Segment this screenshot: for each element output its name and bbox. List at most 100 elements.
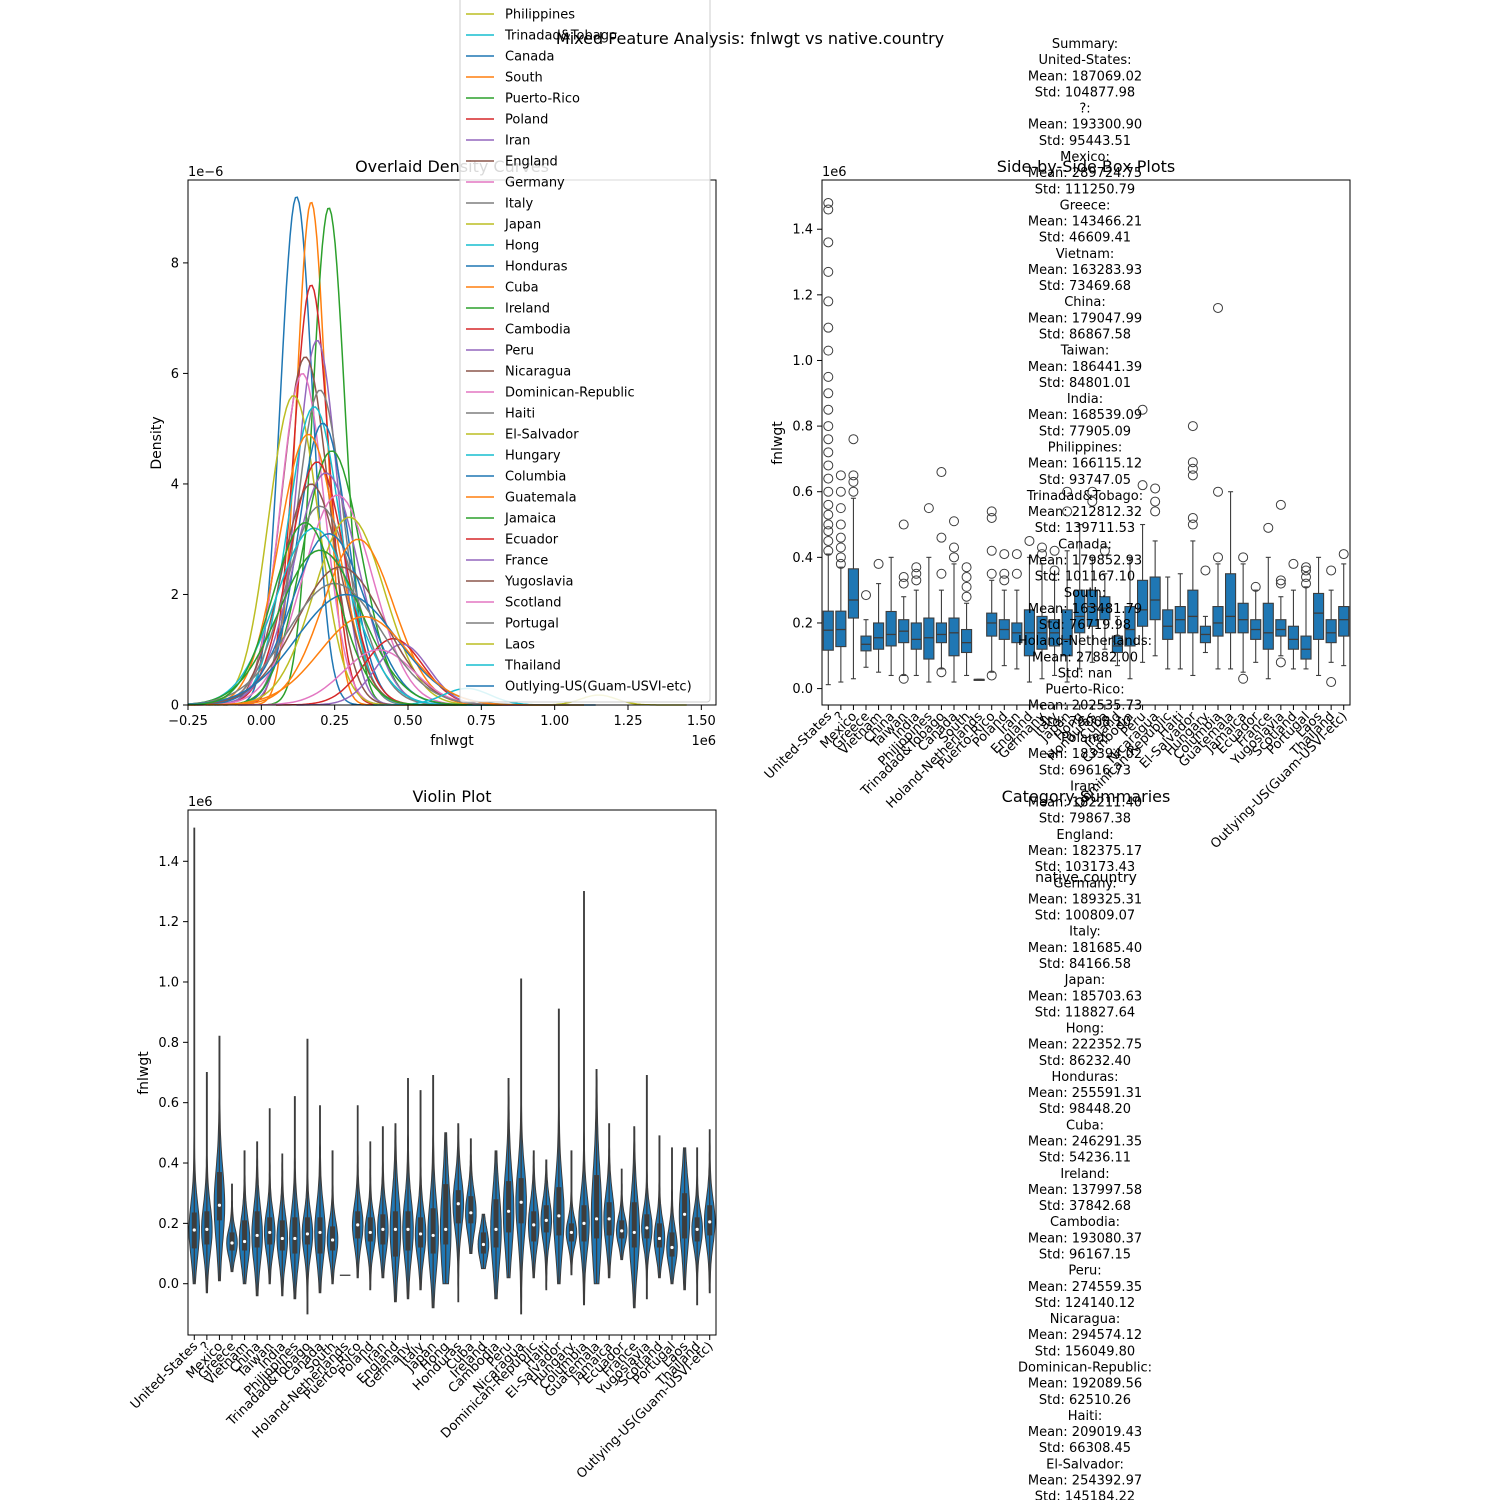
box-outlier [898,572,909,583]
summary-line: Mean: 193300.90 [1028,118,1142,133]
density-ylabel: Density [149,416,165,469]
box-outlier [823,404,834,415]
x-tick-label: 1.25 [614,714,643,729]
box-outlier [986,512,997,523]
box [935,622,948,644]
summary-line: Mean: 182211.40 [1028,796,1142,811]
violin-iqr [493,1199,499,1248]
legend-label: Nicaragua [505,365,571,380]
density-x-offset: 1e6 [691,734,716,749]
summary-line: Std: 62510.26 [1039,1393,1131,1408]
box-outlier [823,526,834,537]
violin-median [481,1242,486,1247]
box-outlier [949,542,959,553]
box-outlier [961,572,972,583]
legend-box [459,0,711,703]
box-outlier [848,476,859,487]
x-tick-label: 0.00 [247,714,276,729]
box-outlier [1011,549,1022,560]
box-outlier [1238,552,1249,563]
violin-iqr [656,1223,662,1248]
summary-line: Std: 100809.07 [1035,909,1135,924]
box-outlier [835,532,846,543]
density-curve [252,201,385,706]
summary-line: Holand-Netherlands: [1018,634,1152,649]
box-outlier [999,549,1010,560]
box [1187,589,1199,634]
violin-median [217,1203,222,1207]
box [1224,573,1237,634]
box-outlier [1187,463,1198,474]
box-outlier [823,499,834,510]
legend-label: Trinadad&Tobago [504,29,617,44]
summary-line: Canada: [1058,537,1112,552]
summary-line: Mean: 27882.00 [1032,650,1138,665]
violin-marks [188,827,716,1315]
legend-label: Laos [505,638,535,653]
summary-line: Philippines: [1048,441,1122,456]
box [1325,619,1337,644]
box-outlier [1150,483,1161,494]
box [1300,635,1312,660]
box-outlier [835,558,846,569]
box-outlier [823,486,834,497]
summary-line: Std: 46609.41 [1039,231,1131,246]
box-outlier [1137,404,1148,415]
summary-line: Iran: [1070,779,1100,794]
legend-label: Puerto-Rico [505,92,580,107]
box-outlier [823,509,834,520]
summary-line: Mean: 183394.02 [1028,747,1142,762]
summary-line: Std: nan [1058,666,1113,681]
summary-line: Std: 54236.11 [1039,1151,1131,1166]
box-outlier [1187,519,1198,530]
box [1136,579,1149,627]
summary-line: Mean: 222352.75 [1028,1038,1142,1053]
box-outlier [823,197,834,208]
y-tick-label: 0.2 [158,1217,179,1232]
box-outlier [1213,486,1223,497]
box-outlier [1049,565,1060,576]
density-axes-frame [187,179,717,706]
legend-label: Columbia [505,470,566,485]
box-outlier [823,296,834,307]
y-tick-label: 1.0 [792,354,813,369]
summary-line: Std: 103173.43 [1035,860,1135,875]
y-tick-label: 1.4 [158,855,179,870]
box-outlier [823,371,834,382]
violin-iqr [443,1184,449,1245]
box-outlier [1037,549,1047,560]
box-outlier [1062,486,1073,497]
summary-line: Std: 76008.10 [1039,715,1131,730]
violin-median [242,1239,247,1244]
summary-line: Nicaragua: [1050,1312,1121,1327]
violin-ylabel: fnlwgt [136,1051,152,1095]
legend-label: Outlying-US(Guam-USVI-etc) [505,680,692,695]
box-outlier [1238,673,1249,684]
violin-median [230,1241,234,1245]
violin-median [506,1209,511,1213]
summary-line: Std: 96167.15 [1039,1248,1131,1263]
box-outlier [835,542,846,553]
violin-median [393,1227,398,1231]
legend-label: Cuba [505,281,539,296]
summary-line: Italy: [1069,925,1101,940]
density-ticks: −0.25 0.00 0.25 0.50 0.75 1.00 1.25 1.50 0 2 4 6 8 [168,256,716,729]
violin-y-offset: 1e6 [188,795,213,810]
box [1086,589,1098,627]
y-tick-label: 0.8 [158,1036,179,1051]
box [1237,602,1249,634]
x-tick-label: 0.50 [394,714,423,729]
summary-line: Std: 139711.53 [1035,521,1135,536]
violin-median [280,1236,284,1241]
y-tick-label: 0.8 [792,420,813,435]
violin-median [645,1226,649,1230]
box-outlier [823,266,834,277]
summary-line: Mean: 181685.40 [1028,941,1142,956]
violin-iqr [392,1211,398,1257]
legend-label: Guatemala [505,491,577,506]
category-summaries-title: Category Summaries [1002,787,1171,806]
violin-iqr [455,1190,461,1224]
summary-line: Summary: [1052,37,1118,52]
legend-label: Jamaica [504,512,556,527]
summary-line: Greece: [1060,198,1111,213]
